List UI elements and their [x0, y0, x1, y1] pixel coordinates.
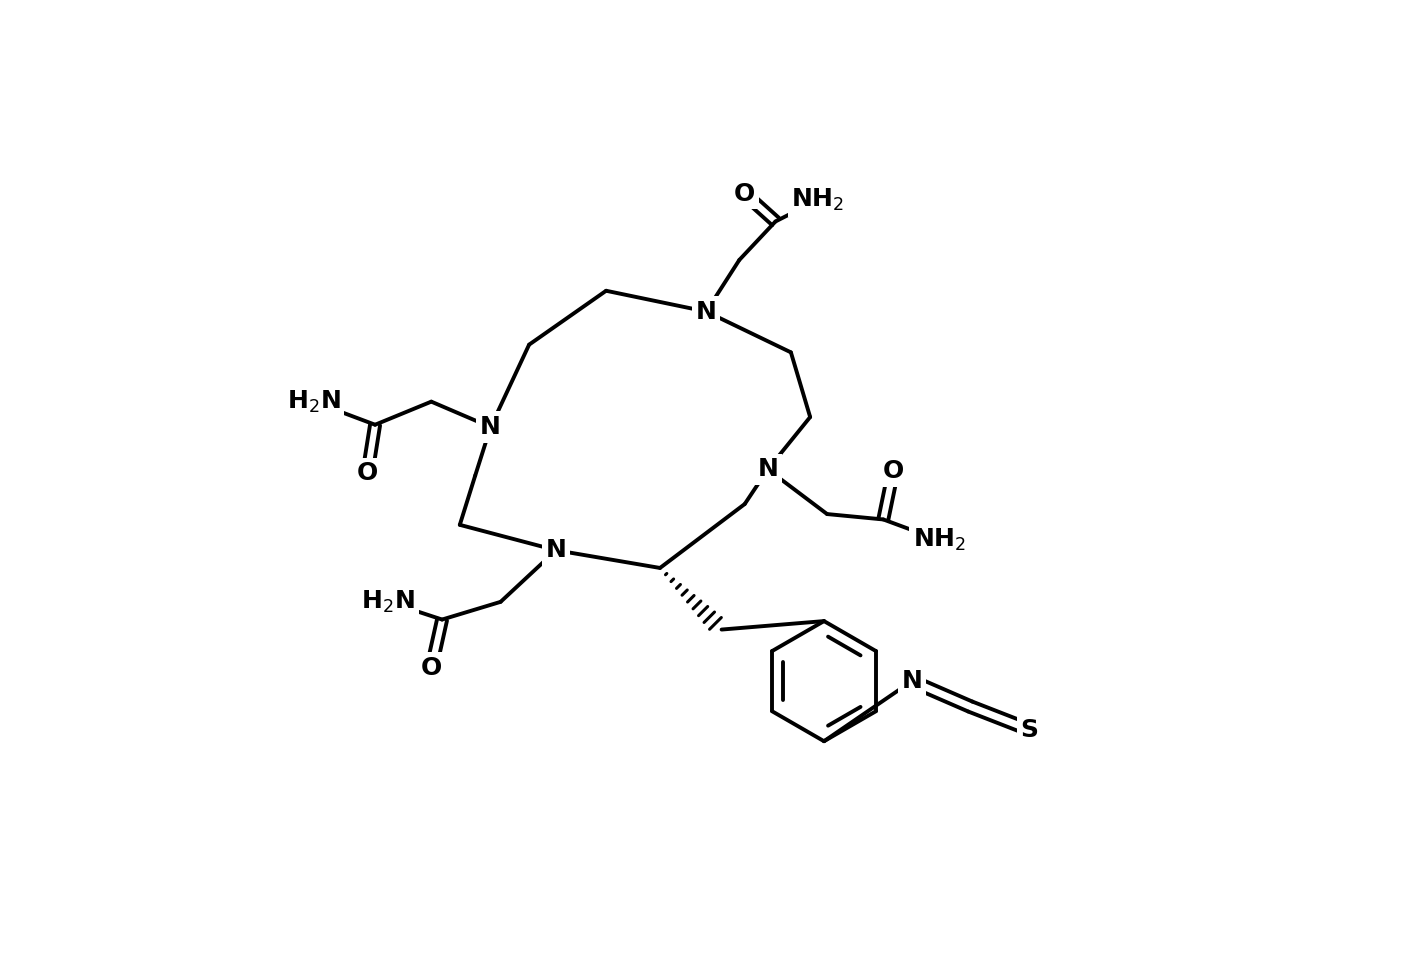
Text: O: O [883, 459, 904, 483]
Text: NH$_2$: NH$_2$ [792, 187, 844, 213]
Text: H$_2$N: H$_2$N [362, 588, 415, 615]
Text: O: O [356, 461, 379, 485]
Text: O: O [421, 656, 442, 680]
Text: N: N [545, 539, 566, 563]
Text: N: N [757, 457, 778, 481]
Text: N: N [695, 300, 716, 324]
Text: S: S [1021, 718, 1039, 742]
Text: N: N [479, 415, 501, 439]
Text: NH$_2$: NH$_2$ [913, 527, 966, 553]
Text: N: N [901, 669, 923, 693]
Text: O: O [735, 181, 756, 205]
Text: H$_2$N: H$_2$N [286, 389, 341, 415]
